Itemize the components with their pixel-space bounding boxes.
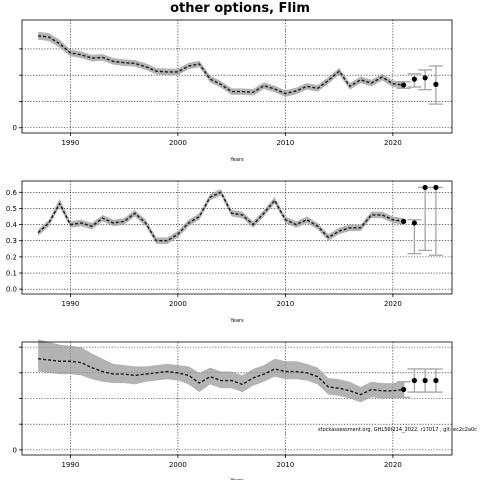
- projection-point: [433, 377, 439, 384]
- projection-point: [401, 386, 407, 393]
- projection-point: [401, 218, 407, 224]
- x-tick-label: 2010: [276, 139, 294, 147]
- x-tick-label: 2010: [276, 461, 294, 469]
- y-tick-label: 0: [13, 124, 17, 132]
- x-axis-label: Years: [229, 318, 244, 324]
- x-tick-label: 1990: [61, 461, 79, 469]
- x-tick-label: 1990: [61, 300, 79, 308]
- projection-point: [422, 75, 428, 81]
- plot-frame: [21, 180, 453, 295]
- panel-biomass: 1990 2000 2010 2020 0 Years: [13, 19, 453, 163]
- x-tick-label: 2000: [169, 139, 187, 147]
- confidence-band: [38, 339, 404, 403]
- y-tick-label: 0.5: [6, 205, 17, 213]
- x-axis-label: Years: [229, 478, 244, 480]
- panel-recruitment: 1990 2000 2010 2020 0 Years: [13, 339, 453, 480]
- y-tick-label: 0: [13, 446, 17, 454]
- projection-point: [422, 377, 428, 384]
- footer-annotation: stockassessment.org, GHL56t214_2022, r17…: [318, 427, 477, 433]
- estimate-line: [38, 357, 404, 396]
- y-tick-label: 0.3: [6, 237, 17, 245]
- y-tick-label: 0.2: [6, 253, 17, 261]
- confidence-band: [38, 189, 404, 244]
- x-tick-label: 2020: [384, 139, 402, 147]
- confidence-band: [38, 31, 404, 97]
- projection-point: [433, 184, 439, 191]
- projection-point: [422, 184, 428, 191]
- plot-frame: [21, 19, 453, 134]
- x-tick-label: 2000: [169, 300, 187, 308]
- figure-title: other options, Flim: [170, 1, 310, 16]
- projection-point: [411, 220, 417, 226]
- x-tick-label: 2020: [384, 300, 402, 308]
- x-tick-label: 2020: [384, 461, 402, 469]
- projection-point: [411, 377, 417, 384]
- projection-point: [401, 82, 407, 88]
- projection-point: [411, 76, 417, 82]
- estimate-line: [38, 35, 404, 95]
- y-tick-label: 0.4: [6, 221, 18, 229]
- estimate-line: [37, 191, 404, 242]
- x-tick-label: 2010: [276, 300, 294, 308]
- x-axis-label: Years: [229, 157, 244, 163]
- panel-fishing-mortality: 1990 2000 2010 2020 0.0 0.1 0.2 0.3 0.4 0.5 0.6 Yea…: [6, 180, 453, 324]
- x-tick-label: 2000: [169, 461, 187, 469]
- x-tick-label: 1990: [61, 139, 79, 147]
- y-tick-label: 0.6: [6, 189, 18, 197]
- y-tick-label: 0.0: [6, 286, 17, 294]
- y-tick-label: 0.1: [6, 270, 17, 278]
- projection-point: [433, 81, 439, 87]
